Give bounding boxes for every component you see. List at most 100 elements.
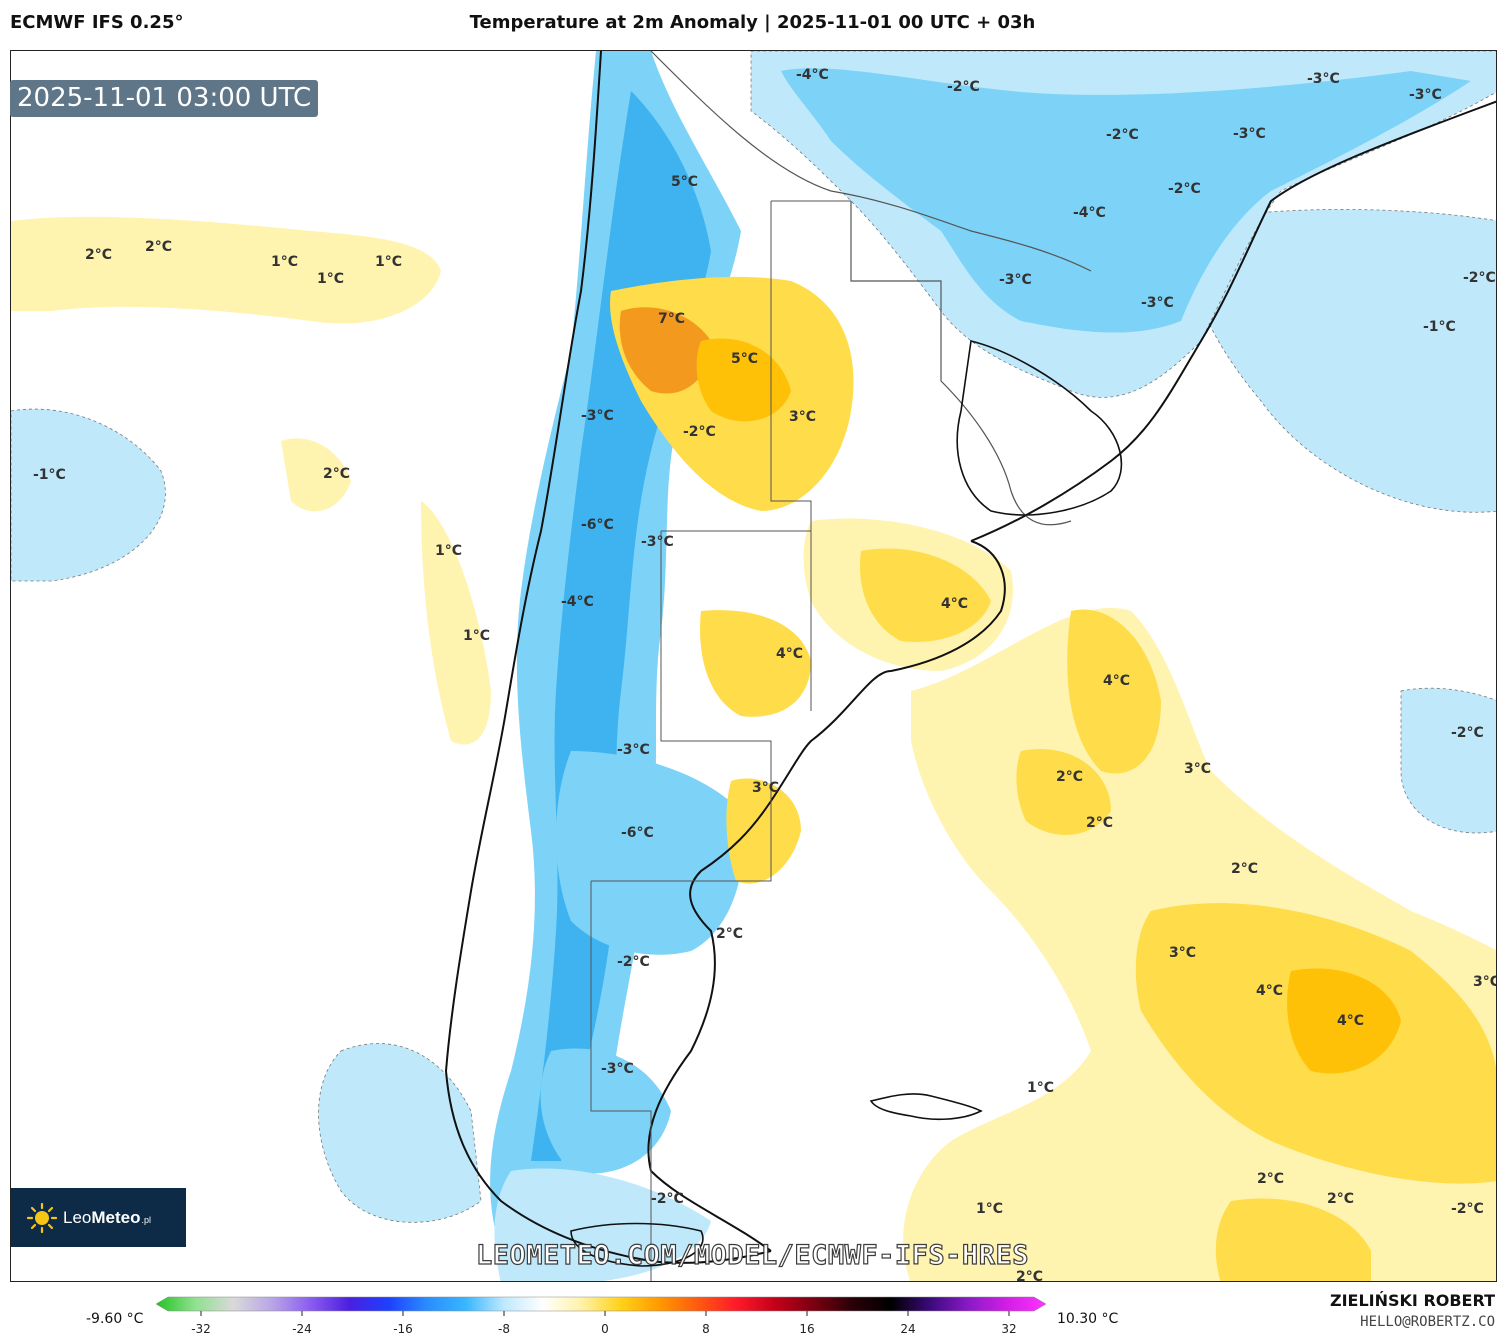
contour-value-label: -1°C xyxy=(33,467,66,483)
contour-value-label: 2°C xyxy=(716,926,743,942)
contour-value-label: -3°C xyxy=(1409,87,1442,103)
contour-value-label: 1°C xyxy=(317,271,344,287)
warm-anomaly-area xyxy=(700,610,811,717)
contour-value-label: -2°C xyxy=(651,1191,684,1207)
colorbar: -32 -24 -16 -8 0 8 16 24 32 xyxy=(156,1296,1047,1336)
contour-value-label: 5°C xyxy=(671,174,698,190)
contour-value-label: 2°C xyxy=(1257,1171,1284,1187)
cold-anomaly-area xyxy=(11,408,166,582)
contour-value-label: -2°C xyxy=(1106,127,1139,143)
contour-value-label: 1°C xyxy=(271,254,298,270)
contour-value-label: 2°C xyxy=(323,466,350,482)
contour-value-label: -6°C xyxy=(621,825,654,841)
contour-value-label: 7°C xyxy=(658,311,685,327)
warm-anomaly-area xyxy=(1215,1198,1371,1281)
colorbar-tick-label: 0 xyxy=(601,1322,609,1336)
contour-value-label: -3°C xyxy=(581,408,614,424)
warm-anomaly-area xyxy=(1287,968,1401,1074)
warm-anomaly-area xyxy=(726,778,801,884)
country-border xyxy=(850,201,1072,526)
contour-value-label: 2°C xyxy=(1056,769,1083,785)
contour-value-label: 1°C xyxy=(375,254,402,270)
cold-anomaly-area xyxy=(1188,209,1496,513)
coastline xyxy=(444,51,772,1264)
contour-value-label: 4°C xyxy=(1256,983,1283,999)
map-panel: -4°C -2°C -3°C -3°C -2°C -3°C -2°C -4°C 5°C 2°C 2°… xyxy=(10,50,1497,1282)
contour-value-label: -6°C xyxy=(581,517,614,533)
contour-value-label: 4°C xyxy=(776,646,803,662)
valid-time-badge: 2025-11-01 03:00 UTC xyxy=(10,80,319,117)
contour-value-label: -3°C xyxy=(1141,295,1174,311)
cold-anomaly-area xyxy=(1400,687,1496,834)
contour-value-label: 4°C xyxy=(1103,673,1130,689)
coastline xyxy=(647,540,1006,1252)
falkland-islands xyxy=(869,1093,983,1121)
contour-value-label: -4°C xyxy=(561,594,594,610)
contour-value-label: 3°C xyxy=(1169,945,1196,961)
contour-value-label: -2°C xyxy=(683,424,716,440)
warm-anomaly-area xyxy=(1016,749,1111,835)
contour-value-label: 1°C xyxy=(463,628,490,644)
warm-anomaly-area xyxy=(421,501,491,745)
country-border xyxy=(650,51,1092,272)
uruguay-border xyxy=(956,340,1123,516)
model-name: ECMWF IFS 0.25° xyxy=(10,12,184,33)
contour-value-label: 1°C xyxy=(1027,1080,1054,1096)
contour-value-label: -2°C xyxy=(1168,181,1201,197)
anomaly-fill-layer xyxy=(11,51,1496,1281)
contour-value-label: 3°C xyxy=(752,780,779,796)
contour-value-label: -3°C xyxy=(1233,126,1266,142)
contour-value-label: 3°C xyxy=(789,409,816,425)
anomaly-map: -4°C -2°C -3°C -3°C -2°C -3°C -2°C -4°C 5°C 2°C 2°… xyxy=(11,51,1497,1282)
contour-label-layer: -4°C -2°C -3°C -3°C -2°C -3°C -2°C -4°C 5°C 2°C 2°… xyxy=(33,67,1497,1282)
colorbar-tick-label: 16 xyxy=(799,1322,814,1336)
coastline xyxy=(970,100,1496,542)
author-name: ZIELIŃSKI ROBERT xyxy=(1329,1291,1495,1310)
cold-anomaly-area xyxy=(781,68,1471,333)
contour-value-label: -2°C xyxy=(1451,1201,1484,1217)
coastline-layer xyxy=(444,51,1496,1281)
warm-anomaly-area xyxy=(619,307,711,394)
contour-value-label: 2°C xyxy=(145,239,172,255)
logo-suffix: .pl xyxy=(141,1214,152,1225)
cold-anomaly-area xyxy=(556,751,744,955)
province-border xyxy=(770,200,851,711)
colorbar-tick-label: -24 xyxy=(292,1322,312,1336)
contour-value-label: 2°C xyxy=(1231,861,1258,877)
contour-value-label: -2°C xyxy=(947,79,980,95)
map-title: Temperature at 2m Anomaly | 2025-11-01 0… xyxy=(469,12,1036,33)
contour-value-label: 3°C xyxy=(1473,974,1497,990)
site-url-watermark: LEOMETEO.COM/MODEL/ECMWF-IFS-HRES xyxy=(475,1239,1029,1271)
contour-value-label: -2°C xyxy=(1451,725,1484,741)
leometeo-logo[interactable]: LeoMeteo.pl xyxy=(11,1188,186,1247)
contour-value-label: 2°C xyxy=(85,247,112,263)
province-border xyxy=(591,530,811,882)
author-email[interactable]: HELLO@ROBERTZ.CO xyxy=(1360,1314,1495,1330)
warm-anomaly-area xyxy=(281,438,351,512)
contour-value-label: -3°C xyxy=(601,1061,634,1077)
contour-value-label: 2°C xyxy=(1086,815,1113,831)
contour-value-label: 4°C xyxy=(941,596,968,612)
logo-wordmark: LeoMeteo.pl xyxy=(63,1208,151,1228)
logo-word-light: Leo xyxy=(63,1207,92,1227)
contour-value-label: 4°C xyxy=(1337,1013,1364,1029)
contour-value-label: 3°C xyxy=(1184,761,1211,777)
warm-anomaly-area xyxy=(11,216,441,324)
warm-anomaly-area xyxy=(860,548,991,642)
province-border xyxy=(590,881,652,1281)
warm-anomaly-area xyxy=(696,338,791,422)
contour-value-label: -2°C xyxy=(1463,270,1496,286)
logo-word-bold: Meteo xyxy=(91,1207,141,1227)
colorbar-tick-label: -32 xyxy=(191,1322,211,1336)
contour-value-label: -2°C xyxy=(617,954,650,970)
colorbar-tick-label: 8 xyxy=(702,1322,710,1336)
contour-value-label: -4°C xyxy=(796,67,829,83)
colorbar-tick-label: -8 xyxy=(498,1322,510,1336)
contour-value-label: -3°C xyxy=(617,742,650,758)
contour-value-label: 2°C xyxy=(1016,1269,1043,1282)
colorbar-tick-label: 32 xyxy=(1001,1322,1016,1336)
contour-value-label: -3°C xyxy=(641,534,674,550)
contour-value-label: 2°C xyxy=(1327,1191,1354,1207)
sun-icon xyxy=(26,1202,58,1233)
contour-value-label: 1°C xyxy=(435,543,462,559)
